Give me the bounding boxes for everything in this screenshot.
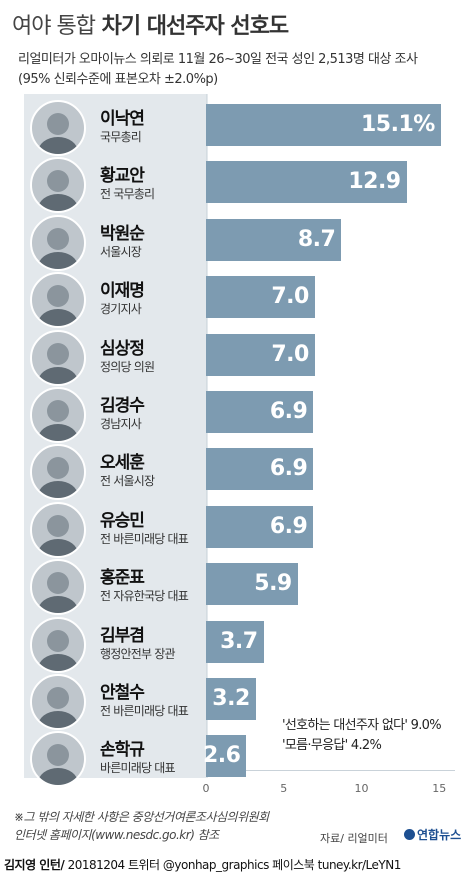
candidate-role: 행정안전부 장관 xyxy=(100,646,175,661)
candidate-name: 박원순 xyxy=(100,223,145,244)
bar-row: 유승민 전 바른미래당 대표 xyxy=(24,501,464,558)
candidate-role: 서울시장 xyxy=(100,244,142,259)
title-light: 여야 통합 xyxy=(12,14,96,39)
portrait-photo xyxy=(30,616,86,673)
bar xyxy=(206,218,342,261)
bar-row: 손학규 바른미래당 대표 xyxy=(24,731,464,788)
chart-title: 여야 통합 차기 대선주자 선호도 xyxy=(12,8,289,40)
portrait-photo xyxy=(30,214,86,271)
bar-value-label: 6.9 xyxy=(269,513,308,539)
x-tick-label: 10 xyxy=(354,782,369,795)
bar-value-label: 7.0 xyxy=(271,341,309,367)
x-tick-label: 5 xyxy=(280,782,288,795)
bar-value-label: 7.0 xyxy=(271,284,309,310)
subtitle-margin: (95% 신뢰수준에 표본오차 ±2.0%p) xyxy=(18,72,218,87)
portrait-photo xyxy=(30,731,86,788)
bar xyxy=(206,505,314,548)
candidate-name: 홍준표 xyxy=(100,568,145,589)
candidate-role: 정의당 의원 xyxy=(100,359,155,374)
bar-value-label: 8.7 xyxy=(297,226,336,252)
bar-row: 황교안 전 국무총리 xyxy=(24,157,464,214)
bar-value-label: 5.9 xyxy=(254,571,292,597)
bar xyxy=(206,333,315,376)
portrait-photo xyxy=(30,387,86,443)
bar-row: 이재명 경기지사 xyxy=(24,272,464,329)
bar xyxy=(206,620,264,663)
bar xyxy=(206,678,256,720)
portrait-photo xyxy=(30,444,86,501)
candidate-name: 김부겸 xyxy=(100,625,145,646)
candidate-role: 경기지사 xyxy=(100,302,142,317)
bar-value-label: 15.1% xyxy=(360,112,435,137)
source-label: 자료/ 리얼미터 xyxy=(320,832,388,845)
portrait-photo xyxy=(30,329,86,386)
bar-row: 오세훈 전 서울시장 xyxy=(24,444,464,501)
candidate-name: 김경수 xyxy=(100,396,145,416)
bar-row: 홍준표 전 자유한국당 대표 xyxy=(24,559,464,616)
portrait-photo xyxy=(30,272,86,329)
bar-value-label: 2.6 xyxy=(202,743,241,769)
bar-value-label: 3.2 xyxy=(212,686,250,711)
note-no-preference: '선호하는 대선주자 없다' 9.0% xyxy=(282,718,442,733)
portrait-photo xyxy=(30,157,86,214)
bar xyxy=(206,563,298,606)
yonhap-logo: 연합뉴스 xyxy=(404,826,461,843)
bar xyxy=(206,448,314,491)
candidate-role: 전 바른미래당 대표 xyxy=(100,704,189,718)
bar-row: 심상정 정의당 의원 xyxy=(24,329,464,386)
candidate-name: 손학규 xyxy=(100,740,145,761)
candidate-name: 오세훈 xyxy=(100,453,145,474)
bar-row: 이낙연 국무총리 xyxy=(24,100,464,156)
candidate-role: 전 국무총리 xyxy=(100,187,155,202)
bar-row: 박원순 서울시장 xyxy=(24,214,464,271)
bar xyxy=(206,735,247,778)
candidate-name: 이낙연 xyxy=(100,109,145,129)
title-bold: 차기 대선주자 선호도 xyxy=(101,14,289,39)
candidate-role: 전 자유한국당 대표 xyxy=(100,589,189,604)
candidate-role: 국무총리 xyxy=(100,130,142,144)
bar-value-label: 3.7 xyxy=(220,628,258,654)
x-tick-label: 0 xyxy=(202,782,210,795)
bar-value-label: 6.9 xyxy=(269,456,308,482)
credit-rest: 20181204 트위터 @yonhap_graphics 페이스북 tuney… xyxy=(64,858,402,872)
candidate-name: 황교안 xyxy=(100,166,145,187)
candidate-role: 전 서울시장 xyxy=(100,474,155,489)
x-gridline xyxy=(361,94,363,770)
bar-row: 김부겸 행정안전부 장관 xyxy=(24,616,464,673)
candidate-role: 경남지사 xyxy=(100,417,142,431)
logo-text: 연합뉴스 xyxy=(417,828,462,842)
bar xyxy=(206,104,441,146)
candidate-name: 안철수 xyxy=(100,683,145,703)
note-dont-know: '모름·무응답' 4.2% xyxy=(282,738,382,753)
x-tick-label: 15 xyxy=(432,782,447,795)
bar xyxy=(206,276,315,319)
footnote-line1: ※그 밖의 자세한 사항은 중앙선거여론조사심의위원회 xyxy=(14,810,269,824)
portrait-photo xyxy=(30,501,86,558)
portrait-photo xyxy=(30,674,86,730)
x-gridline xyxy=(439,94,441,770)
bar xyxy=(206,161,407,204)
bar-value-label: 12.9 xyxy=(348,169,401,195)
bar-value-label: 6.9 xyxy=(269,399,308,424)
footnote-line2: 인터넷 홈페이지(www.nesdc.go.kr) 참조 xyxy=(14,828,219,842)
portrait-photo xyxy=(30,559,86,616)
candidate-name: 심상정 xyxy=(100,338,145,359)
candidate-role: 전 바른미래당 대표 xyxy=(100,531,189,546)
subtitle-survey: 리얼미터가 오마이뉴스 의뢰로 11월 26~30일 전국 성인 2,513명 … xyxy=(18,52,418,67)
candidate-name: 유승민 xyxy=(100,510,145,531)
candidate-name: 이재명 xyxy=(100,281,145,302)
logo-icon xyxy=(404,829,415,840)
bar-row: 안철수 전 바른미래당 대표 xyxy=(24,674,464,730)
bar xyxy=(206,391,314,433)
x-axis-line xyxy=(206,770,455,771)
credit-name: 김지영 인턴/ xyxy=(4,858,65,872)
candidate-role: 바른미래당 대표 xyxy=(100,761,175,776)
credit-line: 김지영 인턴/ 20181204 트위터 @yonhap_graphics 페이… xyxy=(4,856,401,873)
bar-row: 김경수 경남지사 xyxy=(24,387,464,443)
portrait-photo xyxy=(30,100,86,156)
